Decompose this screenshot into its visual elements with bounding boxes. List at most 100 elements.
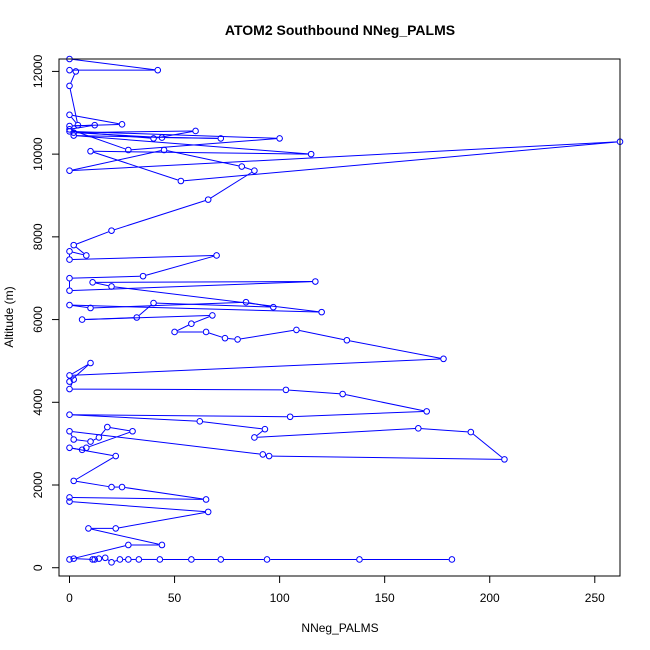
y-tick-label: 8000 — [31, 223, 45, 250]
series-segment — [115, 560, 117, 561]
series-segment — [125, 488, 203, 499]
data-point — [264, 557, 270, 563]
series-segment — [73, 359, 441, 375]
data-point — [235, 337, 241, 343]
series-segment — [209, 333, 222, 337]
series-segment — [73, 151, 161, 170]
data-point — [252, 168, 258, 174]
y-tick-label: 10000 — [31, 137, 45, 171]
data-point — [214, 253, 220, 259]
data-point — [71, 242, 77, 248]
data-point — [189, 321, 195, 327]
series-segment — [421, 429, 467, 432]
data-point — [357, 557, 363, 563]
chart-title: ATOM2 Southbound NNeg_PALMS — [225, 22, 455, 38]
series-segment — [92, 529, 159, 544]
series-segment — [73, 389, 283, 390]
series-segment — [350, 341, 440, 358]
series-segment — [73, 448, 113, 455]
data-point — [441, 356, 447, 362]
data-point — [140, 273, 146, 279]
data-point — [126, 557, 132, 563]
data-point — [222, 335, 228, 341]
x-tick-label: 50 — [168, 591, 182, 605]
series-segment — [73, 502, 205, 512]
data-point — [319, 309, 325, 315]
x-axis-title: NNeg_PALMS — [301, 621, 378, 635]
data-point — [468, 429, 474, 435]
data-point — [96, 435, 102, 441]
y-axis-title: Altitude (m) — [2, 286, 16, 347]
series-segment — [272, 456, 501, 459]
series-segment — [300, 331, 344, 340]
series-segment — [77, 481, 109, 486]
data-point — [105, 424, 111, 430]
data-point — [67, 302, 73, 308]
data-point — [84, 253, 90, 259]
data-point — [193, 128, 199, 134]
data-point — [205, 509, 211, 515]
y-axis: 0 2000 4000 6000 8000 10000 12000 — [31, 54, 59, 571]
series-segment — [73, 59, 155, 69]
data-point — [218, 557, 224, 563]
series-segment — [72, 117, 76, 122]
data-point — [113, 526, 119, 532]
data-point — [151, 136, 157, 142]
y-tick-label: 4000 — [31, 389, 45, 416]
data-point — [157, 557, 163, 563]
data-point — [449, 557, 455, 563]
series-segment — [101, 430, 105, 435]
data-point — [197, 419, 203, 425]
data-point — [340, 391, 346, 397]
data-point — [67, 112, 73, 118]
series-segment — [71, 74, 75, 83]
series-segment — [346, 395, 424, 411]
x-tick-label: 100 — [270, 591, 290, 605]
series-segment — [73, 305, 319, 312]
data-point — [252, 435, 258, 441]
series-segment — [108, 560, 109, 561]
series-segment — [93, 439, 96, 440]
data-point — [344, 337, 350, 343]
data-point — [86, 526, 92, 532]
data-point — [67, 386, 73, 392]
data-point — [79, 317, 85, 323]
data-point — [71, 437, 77, 443]
data-point — [262, 426, 268, 432]
data-point — [67, 257, 73, 263]
data-point — [308, 151, 314, 157]
data-point — [130, 428, 136, 434]
data-point — [415, 426, 421, 432]
data-point — [71, 478, 77, 484]
data-point — [67, 67, 73, 73]
series-segment — [96, 282, 312, 283]
data-point — [239, 164, 245, 170]
data-point — [260, 452, 266, 458]
series-segment — [177, 325, 188, 330]
data-point — [266, 453, 272, 459]
series-segment — [77, 232, 109, 244]
data-point — [102, 555, 108, 561]
data-point — [88, 148, 94, 154]
x-tick-label: 150 — [375, 591, 395, 605]
series-segment — [73, 276, 140, 278]
series-line-group — [70, 59, 617, 561]
data-point — [502, 457, 508, 463]
data-point — [203, 497, 209, 503]
data-point — [67, 249, 73, 255]
series-segment — [73, 497, 203, 499]
data-point — [113, 453, 119, 459]
series-segment — [241, 330, 294, 338]
series-segment — [76, 247, 84, 253]
y-tick-label: 0 — [31, 564, 45, 571]
series-segment — [473, 434, 502, 457]
series-segment — [73, 256, 214, 260]
series-segment — [203, 422, 262, 429]
data-point — [73, 69, 79, 75]
series-segment — [76, 458, 113, 480]
x-tick-label: 200 — [480, 591, 500, 605]
data-point — [313, 279, 319, 285]
data-point — [109, 284, 115, 290]
data-point — [151, 300, 157, 306]
series-segment — [194, 317, 209, 323]
